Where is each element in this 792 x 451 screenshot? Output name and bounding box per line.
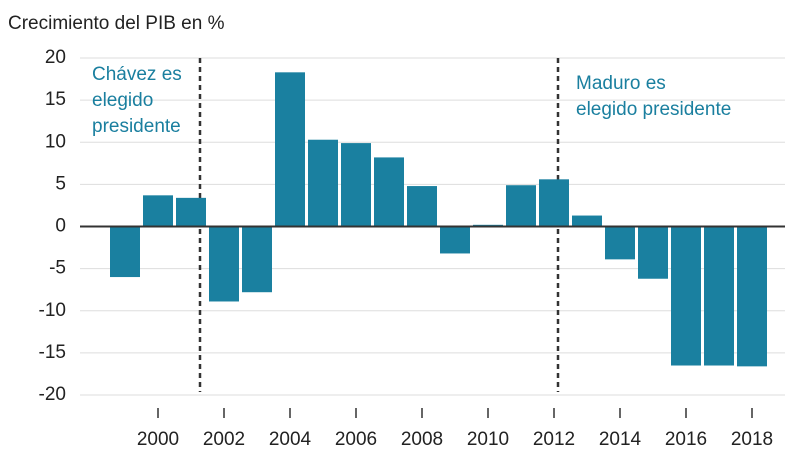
x-tick-label: 2014	[599, 429, 642, 450]
bar	[143, 195, 173, 227]
bar	[275, 72, 305, 227]
bar	[209, 226, 239, 302]
bar	[638, 226, 668, 279]
y-tick-label: -5	[49, 258, 66, 279]
bar	[704, 226, 734, 366]
annotation: elegido presidente	[576, 99, 731, 120]
x-tick-label: 2000	[137, 429, 179, 450]
bar	[572, 215, 602, 227]
y-tick-label: -20	[39, 384, 66, 405]
x-tick-label: 2012	[533, 429, 575, 450]
chart-title: Crecimiento del PIB en %	[8, 13, 225, 34]
x-tick-label: 2008	[401, 429, 443, 450]
bar	[506, 185, 536, 227]
annotation: Maduro es	[576, 73, 666, 94]
annotation: Chávez es	[92, 64, 182, 85]
bar	[110, 226, 140, 278]
bar	[308, 139, 338, 227]
y-tick-label: 20	[45, 47, 66, 68]
x-tick-label: 2006	[335, 429, 377, 450]
bar	[539, 179, 569, 227]
x-tick-label: 2016	[665, 429, 707, 450]
x-tick-label: 2004	[269, 429, 312, 450]
y-tick-label: 10	[45, 131, 66, 152]
bar	[341, 143, 371, 227]
y-tick-label: 15	[45, 89, 66, 110]
bar	[737, 226, 767, 367]
x-tick-label: 2010	[467, 429, 509, 450]
annotation: elegido	[92, 90, 153, 111]
y-tick-label: -15	[39, 342, 66, 363]
bar	[242, 226, 272, 293]
bar	[671, 226, 701, 366]
y-tick-label: -10	[39, 300, 66, 321]
x-tick-label: 2018	[731, 429, 773, 450]
bar	[374, 157, 404, 227]
bar	[605, 226, 635, 260]
x-tick-label: 2002	[203, 429, 245, 450]
y-tick-label: 0	[55, 216, 66, 237]
annotation: presidente	[92, 116, 181, 137]
bar	[176, 197, 206, 227]
bar	[407, 186, 437, 227]
y-tick-label: 5	[55, 173, 66, 194]
bar	[440, 226, 470, 254]
